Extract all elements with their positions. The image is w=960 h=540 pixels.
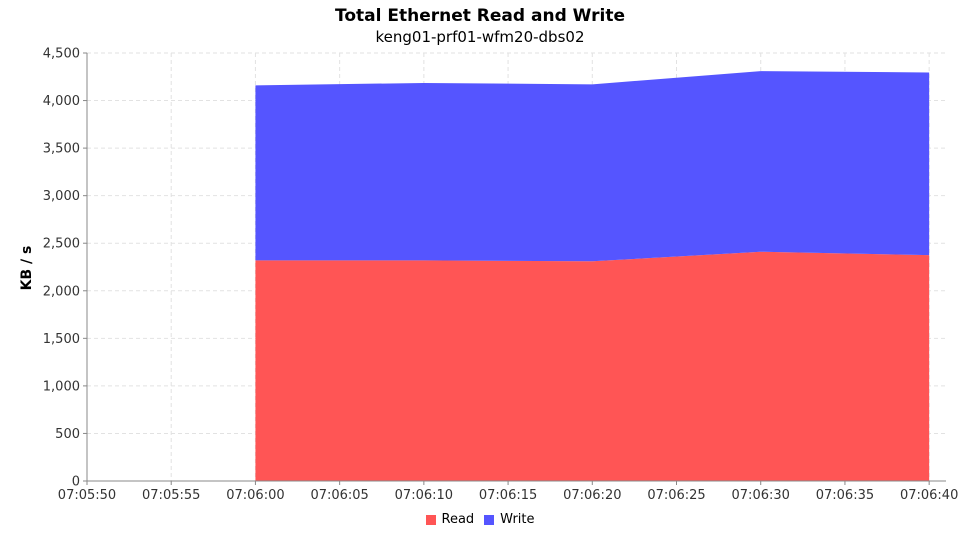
series-area-read <box>255 251 930 481</box>
x-tick-label: 07:06:20 <box>563 488 621 503</box>
y-axis-label: KB / s <box>19 246 35 291</box>
x-tick-label: 07:05:55 <box>142 488 200 503</box>
legend: Read Write <box>0 512 960 527</box>
chart-subtitle: keng01-prf01-wfm20-dbs02 <box>375 28 585 46</box>
x-tick-label: 07:06:40 <box>900 488 958 503</box>
x-tick-label: 07:06:35 <box>816 488 874 503</box>
x-tick-label: 07:06:00 <box>226 488 284 503</box>
series-areas <box>255 71 930 481</box>
chart-title: Total Ethernet Read and Write <box>335 6 625 26</box>
legend-label: Read <box>441 512 475 527</box>
legend-swatch <box>425 514 436 525</box>
x-tick-label: 07:06:05 <box>310 488 368 503</box>
y-tick-label: 2,000 <box>43 284 80 299</box>
x-tick-label: 07:06:10 <box>395 488 453 503</box>
legend-label: Write <box>500 512 535 527</box>
legend-item-write: Write <box>484 512 535 527</box>
y-tick-label: 1,000 <box>43 379 80 394</box>
x-tick-label: 07:06:15 <box>479 488 537 503</box>
x-tick-label: 07:06:25 <box>647 488 705 503</box>
y-tick-label: 500 <box>55 427 80 442</box>
y-tick-label: 3,000 <box>43 189 80 204</box>
y-tick-label: 4,000 <box>43 94 80 109</box>
y-tick-label: 4,500 <box>43 47 80 62</box>
legend-item-read: Read <box>425 512 475 527</box>
x-tick-label: 07:05:50 <box>58 488 116 503</box>
y-tick-label: 3,500 <box>43 142 80 157</box>
y-tick-label: 2,500 <box>43 237 80 252</box>
legend-swatch <box>484 514 495 525</box>
y-tick-label: 1,500 <box>43 332 80 347</box>
x-tick-label: 07:06:30 <box>732 488 790 503</box>
y-tick-label: 0 <box>72 475 80 490</box>
series-area-write <box>255 71 930 262</box>
